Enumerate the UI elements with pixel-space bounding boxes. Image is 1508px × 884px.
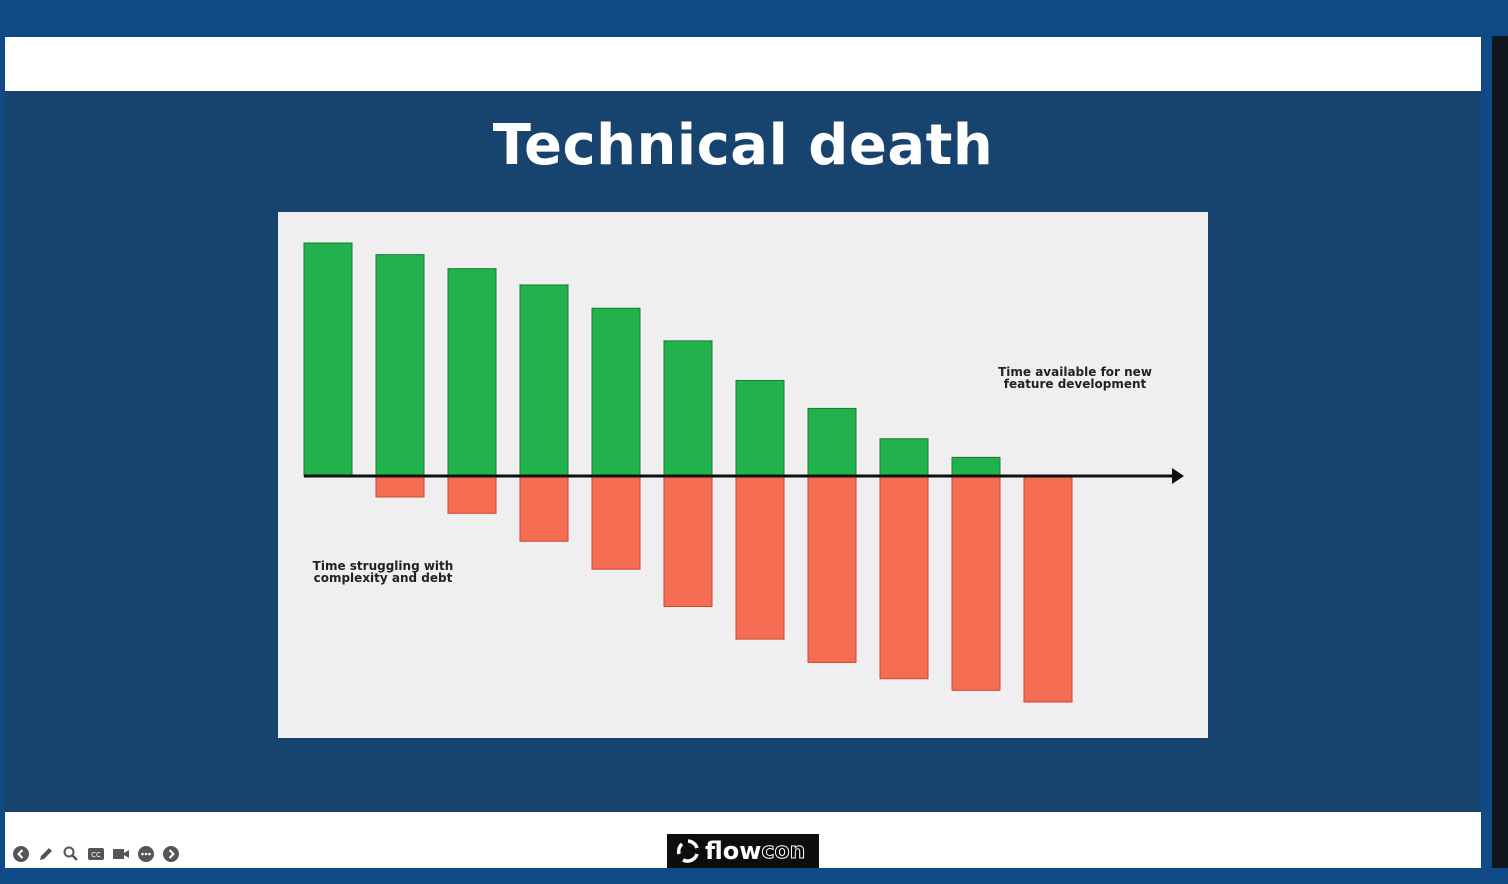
window-edge — [1492, 36, 1508, 868]
flowcon-logo: flow con — [667, 834, 819, 868]
debt-time-bar — [879, 475, 929, 680]
debt-time-bar — [519, 475, 569, 542]
back-icon[interactable] — [11, 844, 31, 864]
debt-time-bar — [807, 475, 857, 663]
window-bottom-edge — [0, 868, 1508, 884]
logo-text-flow: flow — [705, 837, 762, 865]
player-controls: CC — [11, 844, 181, 864]
feature-time-bar — [447, 268, 497, 477]
feature-time-label: feature development — [1004, 377, 1147, 391]
debt-time-bar — [951, 475, 1001, 691]
top-banner — [5, 37, 1481, 91]
feature-time-bar — [807, 407, 857, 477]
feature-time-bar — [519, 284, 569, 477]
feature-time-bar — [663, 340, 713, 477]
chart-card: Time available for new feature developmen… — [278, 212, 1208, 738]
debt-time-label: Time struggling with — [313, 559, 454, 573]
slide: Technical death Time available for new fe… — [5, 91, 1481, 812]
player-bottom-bar: CC flow con — [5, 812, 1481, 868]
feature-time-bar — [879, 438, 929, 477]
feature-time-bar — [735, 379, 785, 477]
feature-time-bar — [591, 307, 641, 477]
zoom-icon[interactable] — [61, 844, 81, 864]
feature-time-label: Time available for new — [998, 365, 1152, 379]
debt-time-bar — [663, 475, 713, 607]
recycle-arrows-icon — [676, 839, 699, 863]
forward-icon[interactable] — [161, 844, 181, 864]
debt-time-bar — [735, 475, 785, 640]
logo-text-con: con — [761, 838, 806, 864]
slide-title: Technical death — [492, 113, 994, 178]
pen-icon[interactable] — [36, 844, 56, 864]
x-axis-arrow — [1172, 468, 1184, 484]
debt-time-bar — [447, 475, 497, 514]
feature-time-bar — [303, 242, 353, 477]
more-icon[interactable] — [136, 844, 156, 864]
feature-time-bar — [375, 254, 425, 477]
svg-text:CC: CC — [91, 851, 101, 859]
captions-icon[interactable]: CC — [86, 844, 106, 864]
debt-time-bar — [591, 475, 641, 570]
debt-time-bar — [1023, 475, 1073, 703]
camera-icon[interactable] — [111, 844, 131, 864]
feature-time-bar — [951, 456, 1001, 477]
debt-time-bar — [375, 475, 425, 498]
debt-time-label: complexity and debt — [314, 571, 453, 585]
